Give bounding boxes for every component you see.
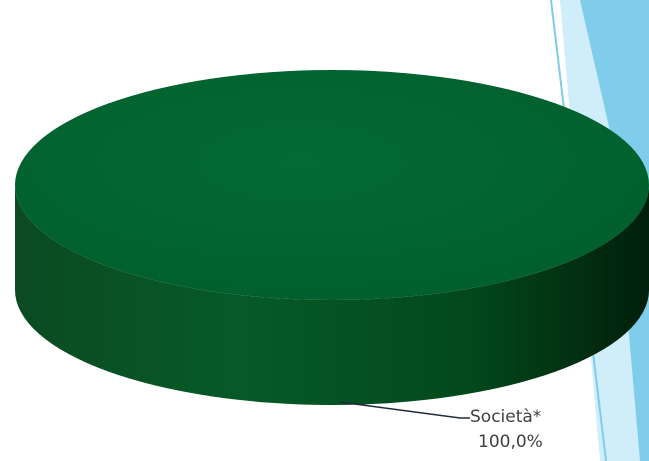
data-label: Società* 100,0% bbox=[470, 405, 590, 455]
pie-slice-side bbox=[15, 185, 649, 405]
pie-slice-group bbox=[15, 70, 649, 405]
slice-category-label: Società* bbox=[470, 407, 542, 427]
slice-percent-label: 100,0% bbox=[478, 432, 543, 452]
decor-bright-stripe bbox=[580, 0, 649, 461]
leader-line bbox=[339, 401, 470, 419]
pie-slice-0 bbox=[15, 70, 649, 300]
